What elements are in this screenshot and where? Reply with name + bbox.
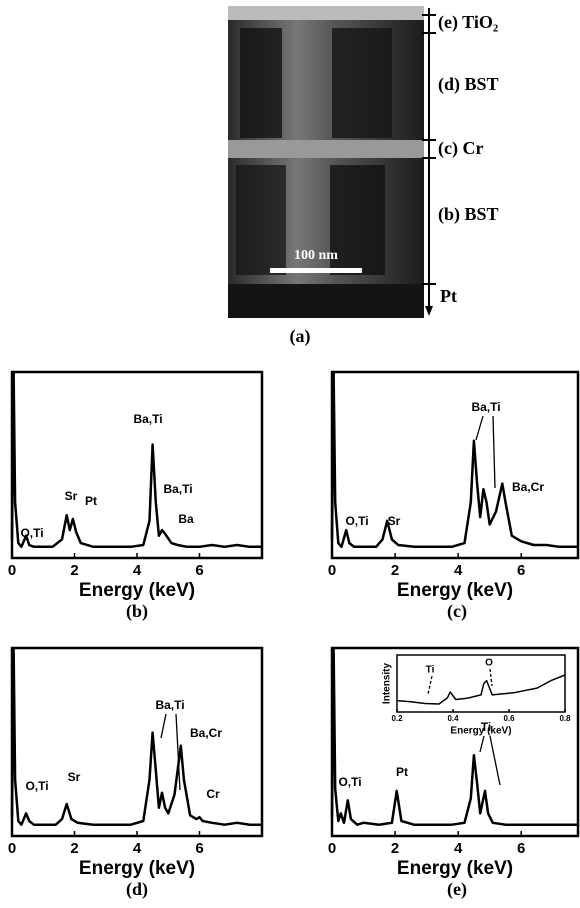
peak-label: O (485, 658, 493, 669)
x-tick-label: 0.8 (559, 714, 571, 723)
x-axis-label: Energy (keV) (397, 858, 513, 879)
spectrum-line (10, 646, 262, 826)
x-tick-label: 2 (391, 562, 399, 579)
peak-label: O,Ti (338, 775, 361, 789)
layer-label: (b) BST (438, 204, 499, 225)
peak-arrow (479, 735, 485, 753)
peak-arrow (427, 675, 433, 695)
x-axis-label: Energy (keV) (397, 580, 513, 601)
peak-label: Ba,Ti (155, 698, 184, 712)
peak-label: O,Ti (345, 514, 368, 528)
x-tick-label: 6 (195, 562, 203, 579)
peak-arrow (475, 415, 484, 441)
peak-label: Sr (388, 514, 401, 528)
spectrum-line (396, 674, 566, 705)
x-tick-label: 2 (70, 840, 78, 857)
x-tick-label: 4 (133, 840, 142, 857)
x-tick-label: 0.6 (503, 714, 515, 723)
plot-frame (10, 370, 264, 560)
x-tick-label: 0 (328, 840, 336, 857)
peak-label: Sr (68, 770, 81, 784)
peak-arrow (492, 415, 496, 489)
peak-label: Ti (426, 665, 435, 676)
plot-frame (10, 646, 264, 838)
x-tick-label: 0 (8, 840, 16, 857)
x-axis-label: Energy (keV) (450, 726, 511, 737)
x-tick-label: 4 (133, 562, 142, 579)
plot-frame (330, 370, 580, 560)
x-tick-label: 0 (8, 562, 16, 579)
spectrum-line (10, 370, 262, 549)
peak-label: Pt (85, 494, 97, 508)
x-tick-label: 6 (195, 840, 203, 857)
scale-label: 100 nm (294, 248, 338, 263)
x-tick-label: 0.2 (391, 714, 403, 723)
peak-label: O,Ti (25, 779, 48, 793)
peak-label: Ba,Ti (163, 482, 192, 496)
inset-background (397, 655, 565, 712)
y-axis-label: Intensity (382, 663, 393, 705)
tem-image: 100 nm (228, 6, 424, 318)
x-axis-label: Energy (keV) (79, 580, 195, 601)
panel-caption: (c) (447, 601, 467, 622)
peak-label: Ba,Cr (190, 726, 222, 740)
x-tick-label: 2 (70, 562, 78, 579)
x-axis-label: Energy (keV) (79, 858, 195, 879)
peak-label: Cr (206, 787, 220, 801)
x-tick-label: 6 (517, 840, 525, 857)
x-tick-label: 4 (454, 562, 463, 579)
peak-label: Pt (396, 765, 408, 779)
scale-bar (270, 268, 362, 273)
x-tick-label: 0 (328, 562, 336, 579)
peak-arrow (489, 668, 493, 687)
peak-label: Ti (481, 720, 491, 734)
peak-label: Ba,Ti (133, 412, 162, 426)
peak-label: Ba,Ti (471, 400, 500, 414)
x-tick-label: 2 (391, 840, 399, 857)
peak-label: O,Ti (20, 526, 43, 540)
panel-caption: (b) (126, 601, 148, 622)
layer-label: Pt (440, 286, 457, 306)
peak-label: Ba,Cr (512, 480, 544, 494)
panel-caption: (d) (126, 879, 148, 900)
plot-frame (396, 654, 566, 713)
layer-arrows (422, 8, 436, 316)
panel-caption: (a) (290, 326, 311, 347)
layer-label: (e) TiO₂ (438, 12, 498, 33)
peak-label: Ba (178, 512, 194, 526)
peak-arrow (160, 713, 167, 739)
panel-caption: (e) (447, 879, 467, 900)
spectrum-line (330, 646, 578, 826)
peak-arrow (175, 713, 181, 791)
layer-label: (c) Cr (438, 138, 483, 159)
peak-label: Sr (65, 489, 78, 503)
x-tick-label: 6 (517, 562, 525, 579)
peak-arrow (489, 735, 501, 786)
x-tick-label: 0.4 (447, 714, 459, 723)
layer-label: (d) BST (438, 74, 499, 95)
spectrum-line (330, 370, 578, 549)
x-tick-label: 4 (454, 840, 463, 857)
